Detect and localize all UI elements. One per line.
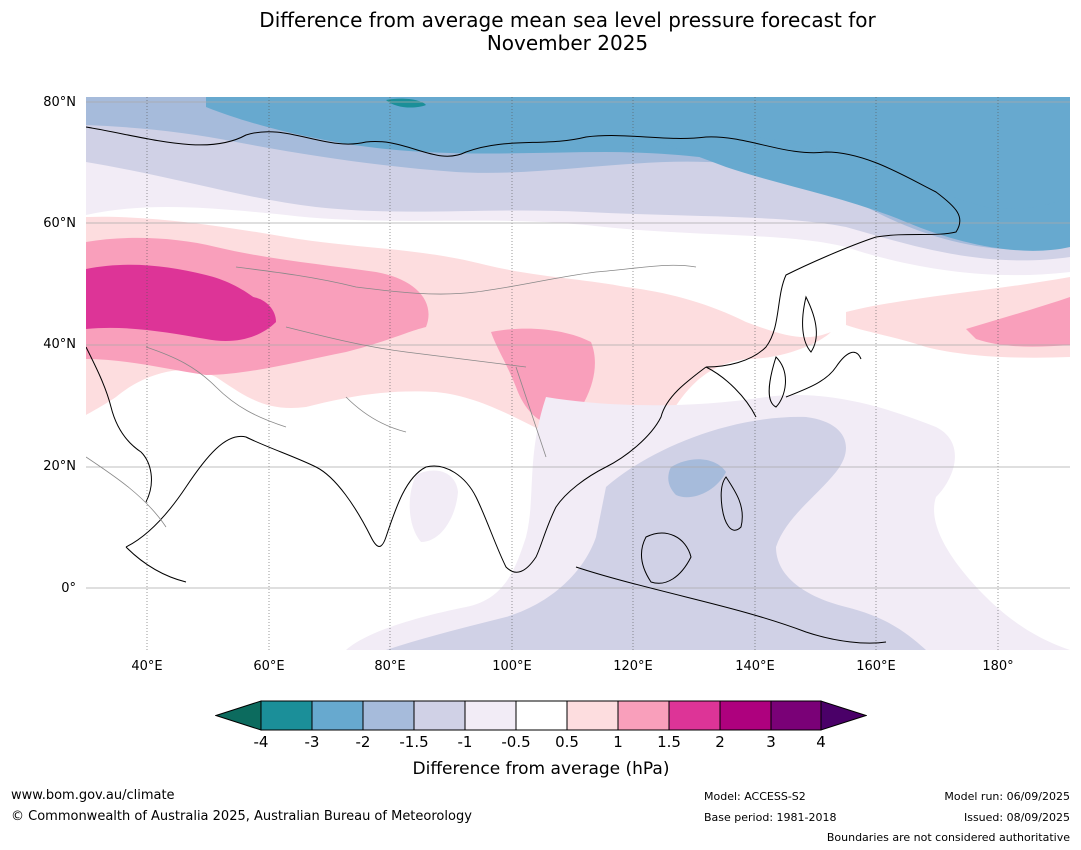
colorbar-tick: -1 [457, 733, 473, 751]
lat-label-0: 0° [61, 581, 76, 596]
copyright-text: © Commonwealth of Australia 2025, Austra… [11, 809, 472, 824]
colorbar-bin [618, 701, 669, 730]
map-canvas [86, 97, 1070, 650]
colorbar-tick: 1 [613, 733, 623, 751]
base-period: Base period: 1981-2018 [704, 811, 837, 824]
lat-label-80n: 80°N [43, 95, 76, 110]
colorbar-bin [363, 701, 414, 730]
colorbar-tick: 0.5 [555, 733, 579, 751]
anomaly-band-plus-one-pacific [966, 297, 1070, 347]
pressure-anomaly-map [86, 97, 1070, 650]
lon-label-40e: 40°E [131, 659, 163, 674]
chart-title: Difference from average mean sea level p… [0, 9, 1081, 55]
lon-label-180: 180° [982, 659, 1014, 674]
lat-label-40n: 40°N [43, 337, 76, 352]
lon-label-140e: 140°E [735, 659, 775, 674]
anomaly-band-minus-two [206, 97, 1070, 240]
colorbar-above-max [820, 700, 867, 731]
anomaly-band-minus-onehalf-tropics [668, 459, 726, 498]
colorbar-tick: -4 [253, 733, 269, 751]
chart-title-line-1: Difference from average mean sea level p… [259, 8, 876, 32]
colorbar-tick: 2 [715, 733, 725, 751]
colorbar-below-min [215, 700, 262, 731]
model-name: Model: ACCESS-S2 [704, 790, 806, 803]
lat-label-60n: 60°N [43, 216, 76, 231]
lat-label-20n: 20°N [43, 459, 76, 474]
lon-label-160e: 160°E [856, 659, 896, 674]
website-link[interactable]: www.bom.gov.au/climate [11, 788, 175, 803]
colorbar-tick: 4 [816, 733, 826, 751]
colorbar-label: Difference from average (hPa) [412, 759, 670, 779]
anomaly-band-plus-onehalf [86, 264, 276, 342]
colorbar [215, 700, 867, 731]
latitude-lines [86, 101, 1070, 589]
anomaly-band-minus-three [386, 98, 426, 108]
colorbar-bin [261, 701, 312, 730]
model-run-date: Model run: 06/09/2025 [944, 790, 1070, 803]
colorbar-tick: -1.5 [399, 733, 429, 751]
anomaly-band-minus-half-india [409, 470, 458, 542]
lon-label-80e: 80°E [374, 659, 406, 674]
colorbar-dividers [260, 700, 822, 731]
colorbar-bin [720, 701, 771, 730]
colorbar-bin [312, 701, 363, 730]
colorbar-bin [669, 701, 720, 730]
colorbar-tick: 3 [766, 733, 776, 751]
colorbar-tick: 1.5 [657, 733, 681, 751]
lon-label-60e: 60°E [253, 659, 285, 674]
colorbar-bin [567, 701, 618, 730]
colorbar-tick: -3 [304, 733, 320, 751]
lon-label-100e: 100°E [492, 659, 532, 674]
issued-date: Issued: 08/09/2025 [963, 811, 1070, 824]
colorbar-bin [516, 701, 567, 730]
chart-title-line-2: November 2025 [486, 31, 649, 55]
coastlines [86, 126, 961, 644]
colorbar-bin [771, 701, 821, 730]
colorbar-tick: -0.5 [501, 733, 531, 751]
colorbar-tick: -2 [355, 733, 371, 751]
country-boundaries [86, 264, 697, 528]
anomaly-band-minus-two-east [646, 133, 1070, 251]
lon-label-120e: 120°E [613, 659, 653, 674]
graticule [146, 97, 999, 650]
colorbar-bin [465, 701, 516, 730]
boundaries-disclaimer: Boundaries are not considered authoritat… [826, 831, 1070, 844]
colorbar-bin [414, 701, 465, 730]
anomaly-band-plus-onehalf-east [246, 296, 276, 326]
